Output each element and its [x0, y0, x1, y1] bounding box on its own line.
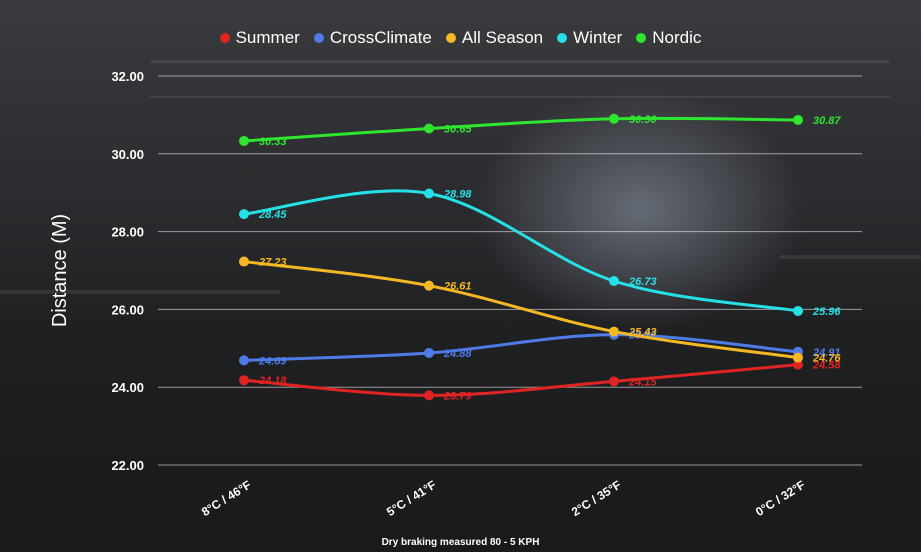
data-label-crossclimate: 24.91	[812, 347, 841, 359]
data-label-nordic: 30.90	[629, 114, 657, 126]
data-point-all-season	[793, 352, 803, 363]
legend-item-summer[interactable]: Summer	[219, 28, 300, 48]
tunnel-ceiling-beam	[150, 60, 890, 63]
data-point-all-season	[239, 256, 249, 267]
data-point-nordic	[609, 113, 619, 124]
legend-item-all-season[interactable]: All Season	[445, 28, 544, 48]
series-line-summer	[242, 363, 800, 397]
x-tick-label: 0°C / 32°F	[753, 478, 808, 519]
series-line-crossclimate	[242, 333, 800, 362]
data-label-summer: 23.79	[443, 390, 472, 402]
y-axis-label: Distance (M)	[49, 214, 71, 327]
data-point-summer	[424, 390, 434, 401]
legend-item-winter[interactable]: Winter	[557, 28, 622, 48]
data-label-winter: 25.96	[812, 306, 841, 318]
data-point-summer	[239, 375, 249, 386]
data-point-crossclimate	[239, 355, 249, 366]
data-label-summer: 24.15	[628, 376, 657, 388]
data-point-winter	[609, 276, 619, 287]
data-point-winter	[239, 209, 249, 220]
data-point-winter	[793, 305, 803, 316]
series-line-nordic	[242, 116, 800, 143]
legend-marker	[219, 33, 230, 43]
legend-label: Summer	[235, 28, 300, 47]
x-tick-label: 8°C / 46°F	[199, 478, 254, 519]
chart-caption: Dry braking measured 80 - 5 KPH	[381, 537, 540, 548]
legend-marker	[557, 33, 568, 43]
series-line-winter	[242, 189, 800, 313]
data-label-all-season: 25.43	[628, 327, 657, 339]
chart-legend: Summer CrossClimate All Season Winter No…	[0, 28, 921, 48]
data-label-all-season: 27.23	[258, 257, 287, 269]
y-tick-label: 28.00	[111, 225, 144, 240]
data-label-summer: 24.58	[812, 360, 841, 372]
legend-label: CrossClimate	[329, 28, 432, 47]
legend-marker	[313, 33, 324, 43]
legend-marker	[636, 33, 647, 43]
data-label-nordic: 30.87	[813, 115, 841, 127]
data-point-nordic	[424, 123, 434, 134]
data-label-all-season: 26.61	[443, 281, 472, 293]
legend-item-nordic[interactable]: Nordic	[636, 28, 701, 48]
data-point-crossclimate	[424, 347, 434, 358]
data-label-winter: 28.45	[258, 209, 287, 221]
legend-label: All Season	[461, 28, 544, 47]
x-tick-label: 5°C / 41°F	[384, 478, 439, 519]
data-label-winter: 26.73	[628, 276, 657, 288]
data-point-all-season	[609, 326, 619, 337]
tunnel-ceiling-beam	[150, 96, 890, 98]
data-point-summer	[609, 376, 619, 387]
y-tick-label: 22.00	[111, 458, 144, 473]
tunnel-guard-rail	[0, 290, 280, 294]
data-label-crossclimate: 24.88	[443, 348, 472, 360]
data-label-crossclimate: 24.69	[258, 355, 287, 367]
series-line-all-season	[242, 260, 800, 360]
y-tick-label: 32.00	[111, 69, 144, 84]
data-label-nordic: 30.33	[259, 136, 287, 148]
data-point-all-season	[424, 280, 434, 291]
y-tick-label: 30.00	[111, 147, 144, 162]
data-label-all-season: 24.76	[812, 353, 841, 365]
y-tick-label: 24.00	[111, 380, 144, 395]
x-tick-label: 2°C / 35°F	[569, 478, 624, 519]
legend-label: Nordic	[652, 28, 702, 47]
legend-item-crossclimate[interactable]: CrossClimate	[313, 28, 432, 48]
data-point-summer	[793, 359, 803, 370]
data-label-summer: 24.18	[258, 375, 287, 387]
data-point-nordic	[793, 114, 803, 125]
y-tick-label: 26.00	[111, 302, 144, 317]
legend-label: Winter	[573, 28, 623, 47]
data-label-winter: 28.98	[443, 188, 472, 200]
data-point-winter	[424, 188, 434, 199]
data-point-nordic	[239, 135, 249, 146]
legend-marker	[445, 33, 456, 43]
data-label-nordic: 30.65	[444, 124, 472, 136]
tunnel-guard-rail	[780, 255, 921, 259]
